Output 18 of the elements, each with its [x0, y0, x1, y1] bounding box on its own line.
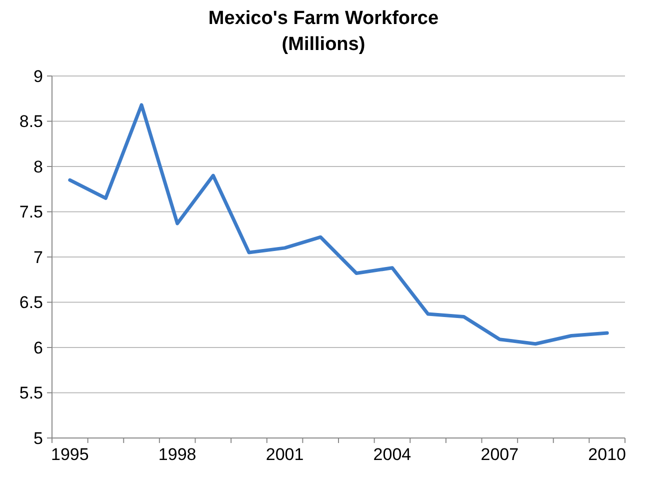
y-tick-label: 7.5: [19, 202, 43, 222]
x-tick-label: 2010: [588, 445, 626, 464]
y-tick-label: 5: [34, 428, 43, 448]
y-tick-label: 7: [34, 248, 43, 267]
x-tick-label: 2001: [266, 445, 304, 464]
x-tick-label: 2004: [373, 445, 412, 464]
x-tick-label: 1998: [158, 445, 196, 464]
chart-title: Mexico's Farm Workforce: [208, 8, 439, 29]
line-series: [68, 103, 609, 346]
y-tick-label: 6: [34, 338, 43, 358]
x-tick-label: 2007: [480, 445, 519, 464]
chart-subtitle: (Millions): [282, 34, 366, 55]
y-tick-label: 8: [34, 157, 43, 176]
y-tick-label: 6.5: [19, 293, 43, 312]
y-tick-label: 5.5: [19, 384, 43, 403]
x-tick-label: 1995: [50, 445, 89, 464]
y-tick-label: 9: [34, 66, 43, 86]
y-tick-label: 8.5: [19, 112, 43, 132]
